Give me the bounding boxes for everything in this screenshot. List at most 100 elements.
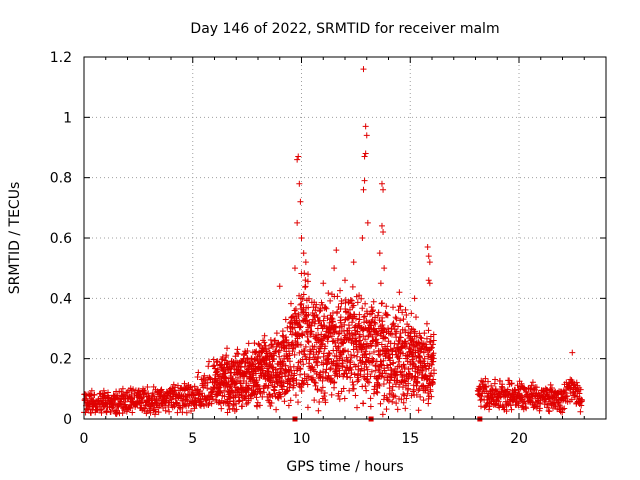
- data-point: [195, 369, 201, 375]
- y-axis-label: SRMTID / TECUs: [7, 182, 23, 295]
- data-point: [251, 340, 257, 346]
- data-point: [359, 305, 365, 311]
- data-point: [424, 321, 430, 327]
- outlier-point: [331, 265, 337, 271]
- data-point: [297, 372, 303, 378]
- outlier-point: [396, 289, 402, 295]
- chart-title: Day 146 of 2022, SRMTID for receiver mal…: [190, 21, 499, 37]
- outlier-point: [426, 277, 432, 283]
- data-point: [413, 314, 419, 320]
- data-point: [355, 299, 361, 305]
- outlier-point: [301, 250, 307, 256]
- data-point: [297, 302, 303, 308]
- data-point: [293, 306, 299, 312]
- data-point: [379, 300, 385, 306]
- data-point: [577, 409, 583, 415]
- data-point: [253, 348, 259, 354]
- x-tick-label: 20: [510, 431, 528, 447]
- outlier-point: [380, 187, 386, 193]
- outlier-point: [379, 181, 385, 187]
- data-point: [345, 348, 351, 354]
- data-point: [329, 392, 335, 398]
- outlier-point: [363, 151, 369, 157]
- outlier-point: [320, 280, 326, 286]
- data-point: [325, 290, 331, 296]
- data-point: [305, 404, 311, 410]
- data-point: [295, 399, 301, 405]
- data-point: [344, 374, 350, 380]
- data-point: [362, 301, 368, 307]
- outlier-point: [378, 280, 384, 286]
- data-point: [548, 382, 554, 388]
- data-point: [317, 308, 323, 314]
- data-point: [286, 403, 292, 409]
- data-point: [267, 403, 273, 409]
- data-point: [421, 397, 427, 403]
- outlier-point: [351, 259, 357, 265]
- data-point: [163, 408, 169, 414]
- data-point: [352, 371, 358, 377]
- outlier-point: [381, 265, 387, 271]
- data-point: [363, 388, 369, 394]
- y-tick-label: 0.8: [50, 171, 72, 187]
- data-point: [395, 323, 401, 329]
- data-point: [426, 327, 432, 333]
- data-point: [273, 407, 279, 413]
- outlier-point: [277, 283, 283, 289]
- data-point: [275, 349, 281, 355]
- outlier-point: [362, 154, 368, 160]
- data-point: [349, 319, 355, 325]
- data-point: [302, 284, 308, 290]
- outlier-point: [364, 132, 370, 138]
- data-point: [368, 404, 374, 410]
- grid-lines: [84, 57, 606, 419]
- data-point: [256, 341, 262, 347]
- x-axis-label: GPS time / hours: [286, 459, 403, 475]
- data-point: [274, 330, 280, 336]
- data-point: [334, 309, 340, 315]
- data-point: [370, 307, 376, 313]
- data-point: [327, 366, 333, 372]
- data-point: [342, 395, 348, 401]
- data-point: [374, 390, 380, 396]
- data-point: [354, 354, 360, 360]
- data-point: [369, 304, 375, 310]
- data-point: [385, 325, 391, 331]
- data-point: [120, 410, 126, 416]
- data-point: [390, 304, 396, 310]
- data-point: [352, 393, 358, 399]
- outlier-point: [427, 280, 433, 286]
- data-point: [393, 314, 399, 320]
- outlier-point: [363, 123, 369, 129]
- data-point: [339, 364, 345, 370]
- data-point: [421, 330, 427, 336]
- data-point: [350, 284, 356, 290]
- data-point: [400, 316, 406, 322]
- data-point: [408, 310, 414, 316]
- data-point: [376, 309, 382, 315]
- y-tick-label: 0: [63, 412, 72, 428]
- data-point: [416, 407, 422, 413]
- outlier-point: [379, 223, 385, 229]
- outlier-point: [359, 235, 365, 241]
- data-point: [395, 406, 401, 412]
- data-point: [377, 401, 383, 407]
- data-point: [246, 340, 252, 346]
- data-point: [120, 386, 126, 392]
- data-point: [354, 405, 360, 411]
- data-point: [384, 312, 390, 318]
- outlier-point: [299, 235, 305, 241]
- outlier-point: [292, 265, 298, 271]
- data-point: [366, 380, 372, 386]
- scatter-chart: Day 146 of 2022, SRMTID for receiver mal…: [0, 0, 640, 480]
- data-point: [371, 299, 377, 305]
- data-point: [234, 346, 240, 352]
- outlier-point: [412, 295, 418, 301]
- outlier-point: [425, 244, 431, 250]
- data-point: [292, 308, 298, 314]
- data-point: [350, 382, 356, 388]
- outlier-point: [294, 220, 300, 226]
- data-point: [360, 401, 366, 407]
- x-tick-label: 10: [293, 431, 311, 447]
- data-point: [280, 328, 286, 334]
